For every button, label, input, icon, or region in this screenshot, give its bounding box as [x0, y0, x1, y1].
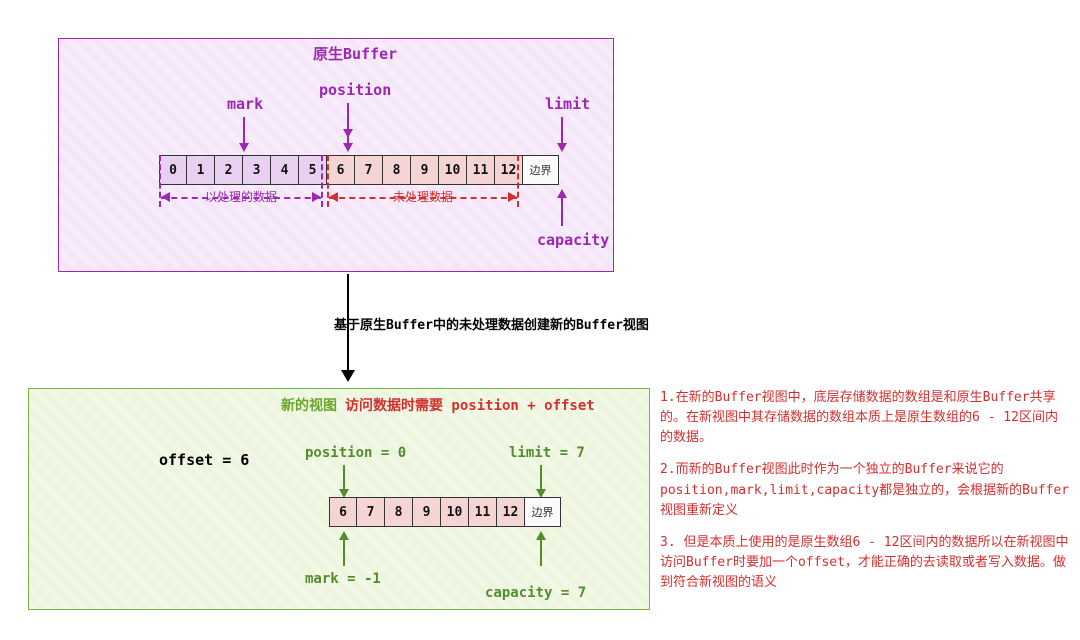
label-limit-view: limit = 7: [509, 445, 585, 461]
label-limit: limit: [545, 95, 590, 113]
label-mark-view: mark = -1: [305, 571, 381, 587]
original-buffer-title: 原生Buffer: [313, 43, 397, 64]
label-position-view: position = 0: [305, 445, 406, 461]
vcell-5: 11: [469, 497, 497, 527]
note-2: 2.而新的Buffer视图此时作为一个独立的Buffer来说它的position…: [660, 460, 1070, 520]
vcell-1: 7: [357, 497, 385, 527]
cell-1: 1: [187, 155, 215, 185]
cell-5: 5: [299, 155, 327, 185]
range-unprocessed-label: 未处理数据: [329, 188, 517, 205]
cell-8: 8: [383, 155, 411, 185]
cell-4: 4: [271, 155, 299, 185]
vcell-6: 12: [497, 497, 525, 527]
connector-caption: 基于原生Buffer中的未处理数据创建新的Buffer视图: [334, 314, 649, 333]
cell-9: 9: [411, 155, 439, 185]
original-buffer-panel: 原生Buffer mark position limit 0 1 2 3 4 5…: [58, 38, 614, 272]
view-title-green: 新的视图: [281, 395, 337, 415]
cell-7: 7: [355, 155, 383, 185]
note-3: 3. 但是本质上使用的是原生数组6 - 12区间内的数据所以在新视图中访问Buf…: [660, 533, 1070, 593]
vcell-2: 8: [385, 497, 413, 527]
diagram-root: 原生Buffer mark position limit 0 1 2 3 4 5…: [20, 20, 1060, 620]
label-capacity: capacity: [537, 231, 609, 249]
label-position: position: [319, 81, 391, 99]
cell-3: 3: [243, 155, 271, 185]
view-buffer-panel: 新的视图 访问数据时需要 position + offset offset = …: [28, 388, 650, 610]
vcell-3: 9: [413, 497, 441, 527]
vcell-0: 6: [329, 497, 357, 527]
note-1: 1.在新的Buffer视图中，底层存储数据的数组是和原生Buffer共享的。在新…: [660, 388, 1070, 448]
view-title-red: 访问数据时需要 position + offset: [345, 395, 595, 415]
notes-block: 1.在新的Buffer视图中，底层存储数据的数组是和原生Buffer共享的。在新…: [660, 388, 1070, 605]
offset-label: offset = 6: [159, 451, 249, 469]
cell-10: 10: [439, 155, 467, 185]
view-boundary-cell: 边界: [525, 497, 561, 527]
cell-11: 11: [467, 155, 495, 185]
vcell-4: 10: [441, 497, 469, 527]
view-buffer-cells: 6 7 8 9 10 11 12 边界: [329, 497, 561, 527]
label-mark: mark: [227, 95, 263, 113]
cell-12: 12: [495, 155, 523, 185]
boundary-cell: 边界: [523, 155, 559, 185]
cell-0: 0: [159, 155, 187, 185]
cell-6: 6: [327, 155, 355, 185]
label-capacity-view: capacity = 7: [485, 585, 586, 601]
original-buffer-cells: 0 1 2 3 4 5 6 7 8 9 10 11 12 边界: [159, 155, 559, 185]
cell-2: 2: [215, 155, 243, 185]
range-processed-label: 以处理的数据: [161, 188, 321, 205]
